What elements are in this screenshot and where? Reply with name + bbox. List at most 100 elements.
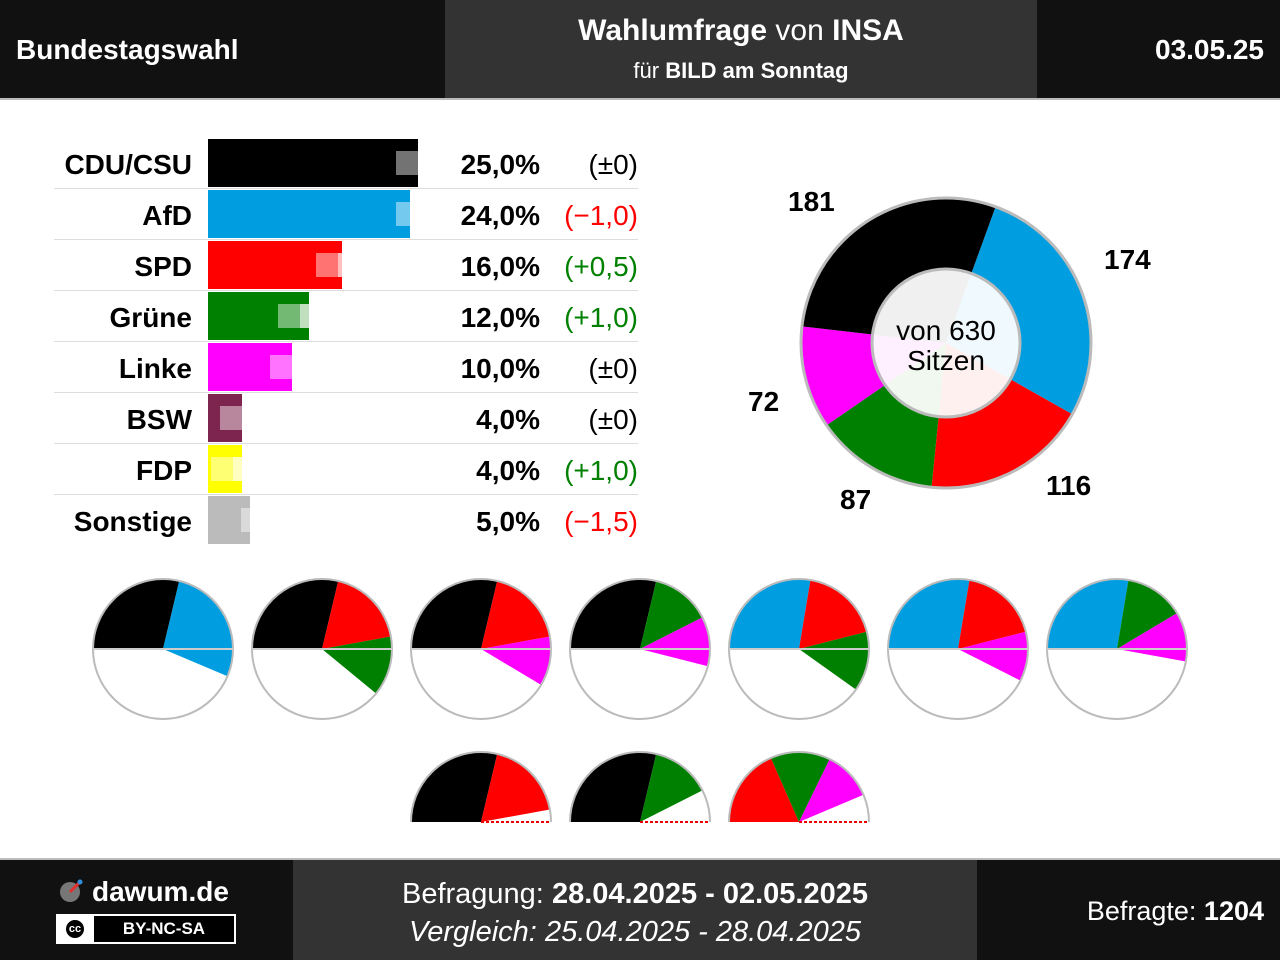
- site-link[interactable]: dawum.de: [92, 876, 229, 907]
- coalition-pie: [569, 578, 712, 720]
- coalition-slice: [570, 579, 657, 649]
- coalition-slice: [640, 580, 703, 649]
- header-divider: [0, 98, 1280, 100]
- party-name: FDP: [136, 455, 192, 486]
- row-divider: [54, 188, 638, 189]
- seat-count-label: 174: [1104, 244, 1151, 275]
- header-center: Wahlumfrage von INSA für BILD am Sonntag: [445, 0, 1037, 98]
- coalition-slice: [888, 579, 970, 649]
- seat-count-label: 116: [1046, 470, 1092, 501]
- survey-period-line: Befragung: 28.04.2025 - 02.05.2025: [293, 878, 977, 911]
- row-divider: [54, 443, 638, 444]
- party-change: (±0): [588, 404, 638, 435]
- footer-divider: [0, 858, 1280, 860]
- coalition-pie: [92, 578, 235, 720]
- previous-value-marker: [396, 202, 440, 226]
- party-bar: [208, 139, 418, 187]
- footer: dawum.de cc BY-NC-SA Befragung: 28.04.20…: [0, 860, 1280, 960]
- previous-value-marker: [396, 151, 440, 175]
- coalition-outline: [1046, 578, 1189, 720]
- coalition-slice: [252, 579, 339, 649]
- coalition-background: [93, 579, 233, 719]
- coalition-pie: [251, 578, 394, 720]
- party-value: 4,0%: [476, 404, 540, 435]
- institute-name: INSA: [832, 14, 904, 47]
- coalition-background: [570, 579, 710, 719]
- coalition-slice: [411, 751, 498, 822]
- coalition-slice: [1047, 579, 1129, 649]
- previous-value-marker: [219, 406, 264, 430]
- party-row: BSW 4,0% (±0): [54, 394, 638, 444]
- row-divider: [54, 392, 638, 393]
- party-row: Sonstige 5,0% (−1,5): [54, 496, 638, 546]
- party-name: AfD: [142, 200, 192, 231]
- coalition-slice: [411, 579, 498, 649]
- seat-count-label: 72: [748, 386, 780, 417]
- party-change: (+0,5): [564, 251, 638, 282]
- party-row: FDP 4,0% (+1,0): [54, 445, 638, 495]
- coalition-outline: [569, 751, 711, 823]
- party-value: 16,0%: [460, 251, 540, 282]
- party-name: SPD: [134, 251, 192, 282]
- client-prefix: für: [633, 58, 660, 83]
- coalition-slice: [799, 579, 867, 649]
- coalition-pie: [887, 578, 1030, 720]
- coalition-slice: [958, 579, 1026, 649]
- coalition-background: [411, 579, 551, 719]
- coalition-slice: [729, 579, 811, 649]
- party-name: CDU/CSU: [64, 149, 192, 180]
- party-row: Linke 10,0% (±0): [54, 343, 638, 393]
- party-name: Sonstige: [73, 506, 192, 537]
- coalition-outline: [410, 578, 553, 720]
- cc-icon: cc: [64, 918, 86, 940]
- poll-von: von: [775, 14, 824, 47]
- respondents-count: 1204: [1203, 896, 1264, 926]
- previous-value-marker: [270, 355, 314, 379]
- party-bar: [208, 190, 410, 238]
- coalition-slice: [322, 636, 392, 694]
- party-change: (±0): [588, 149, 638, 180]
- party-name: Grüne: [109, 302, 192, 333]
- party-change: (−1,0): [564, 200, 638, 231]
- previous-value-marker: [211, 457, 256, 481]
- coalition-outline: [887, 578, 1030, 720]
- coalition-outline: [251, 578, 394, 720]
- footer-right: Befragte: 1204: [977, 860, 1280, 960]
- seat-count-label: 87: [840, 484, 872, 515]
- coalition-outline: [728, 751, 870, 823]
- party-change: (+1,0): [564, 302, 638, 333]
- coalition-background: [729, 579, 869, 719]
- header-left: Bundestagswahl: [0, 0, 445, 98]
- respondents-label: Befragte:: [1086, 896, 1197, 926]
- coalition-outline: [728, 578, 871, 720]
- coalition-slice: [481, 580, 550, 649]
- coalition-background: [888, 579, 1028, 719]
- survey-label: Befragung:: [401, 878, 544, 910]
- coalition-semi-pie: [569, 751, 711, 823]
- coalition-slice: [640, 753, 703, 822]
- coalition-slice: [322, 580, 391, 649]
- coalition-slice: [1117, 613, 1187, 662]
- seat-total-label: von 630 Sitzen: [866, 316, 1026, 376]
- coalition-slice: [570, 752, 657, 822]
- row-divider: [54, 239, 638, 240]
- coalition-pie: [728, 578, 871, 720]
- coalition-semi-pie: [728, 751, 870, 823]
- party-row: AfD 24,0% (−1,0): [54, 190, 638, 240]
- coalition-pie: [1046, 578, 1189, 720]
- coalition-slice: [1117, 579, 1178, 649]
- coalition-outline: [410, 751, 552, 823]
- party-value: 24,0%: [460, 200, 540, 231]
- coalition-slice: [481, 636, 551, 685]
- seat-slice: [946, 206, 1091, 415]
- compare-period-line: Vergleich: 25.04.2025 - 28.04.2025: [293, 916, 977, 949]
- survey-period: 28.04.2025 - 02.05.2025: [551, 878, 868, 910]
- coalition-slice: [958, 631, 1029, 681]
- license-text: BY-NC-SA: [94, 916, 234, 942]
- coalition-pie: [410, 578, 553, 720]
- coalition-slice: [163, 580, 234, 677]
- coalition-background: [1047, 579, 1187, 719]
- party-value: 25,0%: [460, 149, 540, 180]
- party-change: (±0): [588, 353, 638, 384]
- license-badge[interactable]: cc BY-NC-SA: [56, 914, 236, 944]
